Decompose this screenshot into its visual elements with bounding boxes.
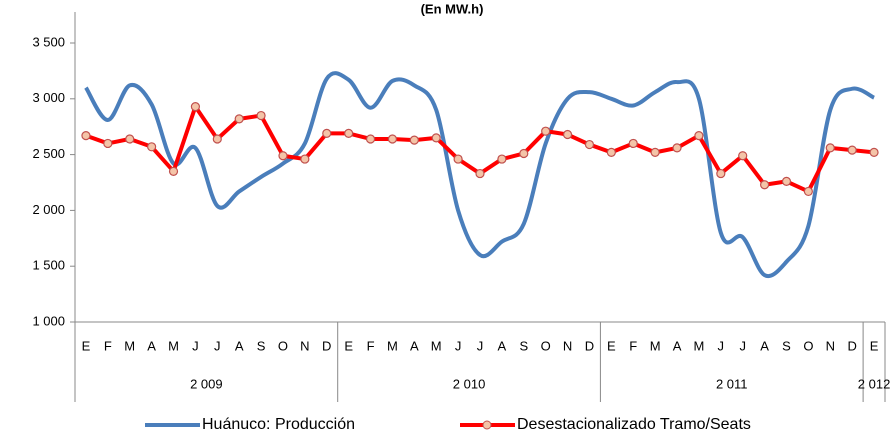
series-marker [453, 154, 463, 164]
x-tick-label: E [344, 338, 353, 353]
group-label: 2 010 [453, 376, 486, 391]
x-tick-label: F [104, 338, 112, 353]
x-tick-label: J [718, 338, 725, 353]
series-marker [541, 126, 551, 136]
x-tick-label: A [147, 338, 156, 353]
series-line [84, 71, 875, 279]
series-marker [628, 138, 638, 149]
series-marker [869, 147, 879, 157]
y-tick-label: 2 500 [32, 146, 65, 161]
series-marker [650, 147, 660, 157]
series-marker [409, 135, 419, 145]
y-tick-label: 3 500 [32, 34, 65, 49]
series-marker [190, 102, 201, 112]
series-marker [759, 180, 770, 190]
series-marker [387, 134, 398, 144]
x-tick-label: D [847, 338, 856, 353]
x-tick-label: M [431, 338, 442, 353]
y-tick-label: 1 500 [32, 258, 65, 273]
x-tick-label: M [693, 338, 704, 353]
series-marker [584, 139, 595, 150]
x-tick-label: E [82, 338, 91, 353]
series-marker [168, 166, 179, 176]
series-marker [606, 147, 616, 157]
series-marker [825, 143, 835, 153]
series-marker [694, 131, 704, 141]
x-tick-label: F [629, 338, 637, 353]
series-marker [519, 148, 529, 159]
x-tick-label: N [563, 338, 572, 353]
x-tick-label: S [257, 338, 266, 353]
series-marker [147, 142, 157, 152]
series-marker [256, 110, 266, 121]
series-marker [81, 131, 91, 141]
x-tick-label: A [235, 338, 244, 353]
series-marker [497, 154, 507, 164]
x-tick-label: O [278, 338, 288, 353]
series-marker [672, 143, 682, 153]
group-label: 2 011 [716, 376, 748, 391]
x-tick-label: M [387, 338, 398, 353]
y-tick-label: 2 000 [32, 202, 65, 217]
x-tick-label: S [782, 338, 791, 353]
legend-label: Huánuco: Producción [202, 416, 355, 433]
x-tick-label: J [477, 338, 484, 353]
series-marker [781, 176, 792, 186]
group-label: 2 012 [858, 376, 891, 391]
x-tick-label: O [803, 338, 813, 353]
x-tick-label: J [739, 338, 746, 353]
series-marker [322, 128, 332, 138]
x-tick-label: A [498, 338, 507, 353]
x-tick-label: J [192, 338, 199, 353]
x-tick-label: O [541, 338, 551, 353]
x-tick-label: J [214, 338, 221, 353]
x-tick-label: S [519, 338, 528, 353]
legend-label: Desestacionalizado Tramo/Seats [517, 416, 751, 433]
x-tick-label: M [124, 338, 135, 353]
x-tick-label: J [455, 338, 462, 353]
x-tick-label: E [607, 338, 616, 353]
x-tick-label: A [673, 338, 682, 353]
series-marker [475, 168, 485, 179]
series-marker [431, 133, 441, 143]
series-marker [344, 128, 354, 138]
series-marker [738, 151, 748, 161]
x-tick-label: M [650, 338, 661, 353]
series-marker [212, 134, 222, 144]
series-marker [562, 129, 573, 140]
x-tick-label: D [322, 338, 331, 353]
series-line [85, 104, 875, 194]
y-tick-label: 1 000 [32, 313, 65, 328]
series-marker [365, 134, 376, 144]
x-tick-label: N [826, 338, 835, 353]
group-label: 2 009 [190, 376, 223, 391]
x-tick-label: D [585, 338, 594, 353]
x-tick-label: E [870, 338, 879, 353]
x-tick-label: M [168, 338, 179, 353]
legend-marker [482, 420, 492, 430]
series-marker [716, 168, 726, 179]
x-tick-label: F [367, 338, 375, 353]
x-tick-label: N [300, 338, 309, 353]
series-marker [847, 145, 857, 155]
x-tick-label: A [760, 338, 769, 353]
series-marker [278, 151, 288, 161]
series-marker [803, 186, 813, 197]
series-marker [234, 114, 244, 124]
chart-title: (En MW.h) [421, 1, 484, 16]
series-marker [300, 154, 310, 164]
x-tick-label: A [410, 338, 419, 353]
series-marker [125, 134, 135, 144]
series-marker [103, 138, 113, 149]
y-tick-label: 3 000 [32, 90, 65, 105]
